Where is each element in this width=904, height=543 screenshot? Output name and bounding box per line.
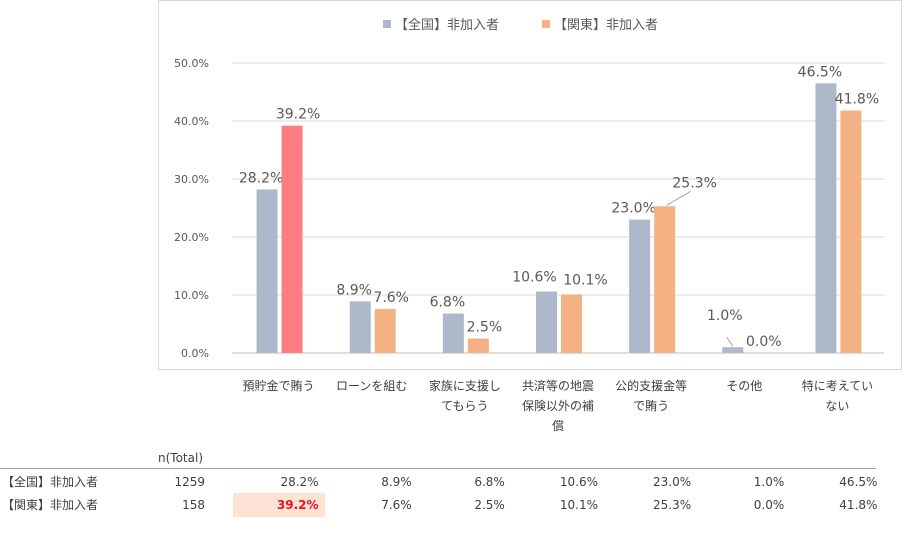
bar: [629, 219, 651, 353]
y-tick-label: 50.0%: [174, 57, 209, 70]
data-label: 39.2%: [276, 107, 320, 123]
y-tick-label: 20.0%: [174, 231, 209, 244]
data-label: 6.8%: [430, 295, 466, 311]
table-n-value: 1259: [174, 475, 205, 489]
data-label: 8.9%: [336, 282, 372, 298]
bar: [374, 308, 396, 353]
table-n-value: 158: [182, 498, 205, 512]
data-label: 10.6%: [512, 270, 556, 286]
data-label: 41.8%: [835, 92, 879, 108]
bar: [654, 206, 676, 353]
bar: [840, 110, 862, 353]
data-label: 1.0%: [707, 308, 743, 324]
data-label: 0.0%: [746, 334, 782, 350]
x-category-label: 預貯金で賄う: [242, 379, 315, 393]
table-cell: 1.0%: [753, 475, 785, 489]
table-cell: 41.8%: [839, 498, 878, 512]
data-label: 46.5%: [798, 64, 842, 80]
n-total-header: n(Total): [158, 451, 203, 465]
x-category-label: 特に考えてい ない: [801, 379, 874, 413]
legend-label: 【全国】非加入者: [395, 17, 499, 33]
data-label: 10.1%: [563, 272, 607, 288]
data-label: 23.0%: [611, 201, 655, 217]
table-cell: 46.5%: [839, 475, 878, 489]
y-tick-label: 40.0%: [174, 115, 209, 128]
data-label: 7.6%: [373, 290, 409, 306]
table-cell: 10.1%: [559, 498, 598, 512]
y-tick-label: 10.0%: [174, 289, 209, 302]
bar: [536, 291, 557, 353]
table-cell: 23.0%: [653, 475, 692, 489]
bar: [349, 301, 371, 353]
table-row-label: 【関東】非加入者: [2, 498, 99, 512]
table-cell: 2.5%: [474, 498, 505, 512]
y-tick-label: 0.0%: [181, 347, 209, 360]
table-cell: 10.6%: [559, 475, 598, 489]
bar: [281, 125, 303, 353]
legend-label: 【関東】非加入者: [554, 17, 658, 33]
legend-swatch: [542, 20, 550, 28]
table-cell: 25.3%: [653, 498, 692, 512]
leader-line: [666, 190, 691, 206]
table-cell: 28.2%: [280, 475, 319, 489]
data-label: 2.5%: [467, 320, 503, 336]
x-category-label: 家族に支援し てもらう: [428, 379, 501, 413]
x-category-label: その他: [726, 379, 763, 393]
y-tick-label: 30.0%: [174, 173, 209, 186]
table-cell: 8.9%: [381, 475, 412, 489]
table-cell: 0.0%: [753, 498, 785, 512]
bar: [815, 83, 837, 354]
bar: [722, 347, 744, 353]
table-cell: 39.2%: [276, 498, 319, 512]
highlight-cell: [232, 493, 325, 517]
bar: [467, 338, 489, 353]
legend-swatch: [383, 20, 391, 28]
table-row-label: 【全国】非加入者: [2, 475, 99, 489]
bar: [561, 294, 582, 353]
table-rule: [0, 468, 876, 469]
table-cell: 6.8%: [474, 475, 505, 489]
data-label: 28.2%: [239, 170, 283, 186]
bar: [256, 189, 278, 353]
x-category-label: 公的支援金等 で賄う: [615, 379, 688, 413]
bar: [442, 313, 464, 353]
leader-line: [726, 336, 734, 347]
table-cell: 7.6%: [381, 498, 412, 512]
data-label: 25.3%: [672, 175, 716, 191]
x-category-label: 共済等の地震 保険以外の補 償: [521, 379, 594, 433]
x-category-label: ローンを組む: [336, 379, 408, 393]
